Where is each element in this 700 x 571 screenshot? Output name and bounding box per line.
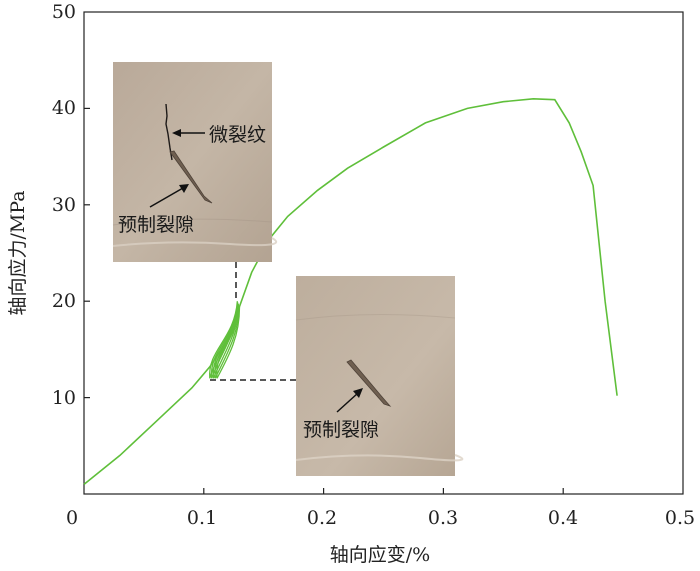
- annotation-micro-crack: 微裂纹: [209, 124, 266, 146]
- x-tick-label: 0.4: [548, 507, 578, 529]
- hysteresis-loop: [216, 306, 241, 379]
- x-tick-label: 0.2: [307, 507, 337, 529]
- hysteresis-loop: [212, 304, 240, 379]
- x-axis-ticks: [203, 488, 564, 494]
- hysteresis-loops: [209, 301, 241, 379]
- y-axis-ticks: [84, 107, 90, 399]
- plot-frame: [83, 11, 684, 495]
- stress-strain-curve: [83, 97, 618, 486]
- arrow-head: [172, 129, 181, 137]
- y-tick-labels: 10 20 30 40 50: [52, 1, 76, 409]
- micro-crack: [165, 103, 173, 161]
- x-tick-label: 0.1: [187, 507, 217, 529]
- arrow-head: [179, 184, 189, 193]
- pre-existing-crack: [346, 359, 392, 407]
- arrow-head: [353, 388, 363, 398]
- x-tick-labels: 0 0.1 0.2 0.3 0.4 0.5: [66, 507, 695, 529]
- x-tick-label: 0.5: [665, 507, 695, 529]
- x-tick-label: 0.3: [428, 507, 458, 529]
- pre-existing-crack: [169, 150, 213, 204]
- hysteresis-loop: [210, 302, 239, 379]
- y-axis-title: 轴向应力/MPa: [7, 190, 29, 315]
- x-tick-label: 0: [66, 507, 78, 529]
- arrow-line: [336, 392, 359, 413]
- y-tick-label: 50: [52, 1, 76, 23]
- annotation-pre-crack: 预制裂隙: [303, 419, 379, 441]
- y-tick-label: 30: [52, 194, 76, 216]
- y-tick-label: 10: [52, 387, 76, 409]
- x-axis-title: 轴向应变/%: [330, 544, 430, 566]
- y-tick-label: 40: [52, 97, 76, 119]
- annotation-pre-crack: 预制裂隙: [118, 214, 194, 236]
- y-tick-label: 20: [52, 290, 76, 312]
- arrow-line: [149, 187, 184, 208]
- hysteresis-loop: [214, 305, 240, 379]
- specimen-photo-inset-2: 预制裂隙: [295, 276, 464, 476]
- specimen-photo-inset-1: 微裂纹 预制裂隙: [112, 62, 278, 262]
